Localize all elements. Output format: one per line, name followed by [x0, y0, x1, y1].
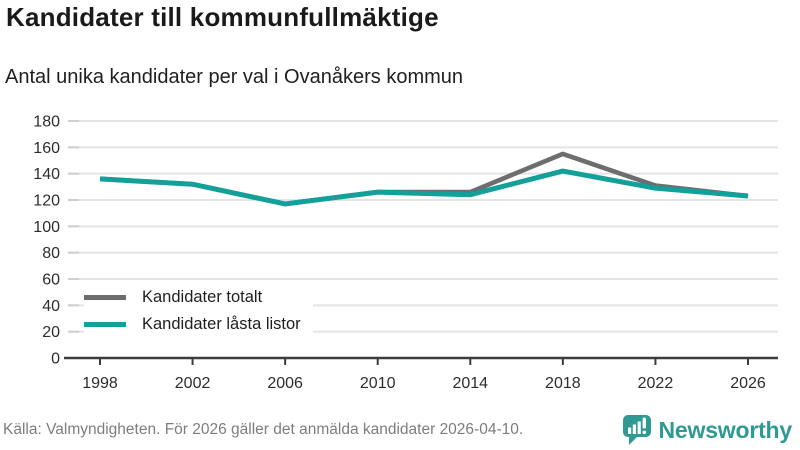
svg-text:2010: 2010 — [360, 375, 396, 392]
footer: Källa: Valmyndigheten. För 2026 gäller d… — [3, 412, 792, 448]
legend-item: Kandidater låsta listor — [84, 314, 313, 335]
svg-text:2006: 2006 — [267, 375, 303, 392]
newsworthy-logo: Newsworthy — [622, 414, 792, 446]
svg-text:180: 180 — [33, 114, 60, 131]
svg-text:2018: 2018 — [545, 375, 581, 392]
source-note: Källa: Valmyndigheten. För 2026 gäller d… — [3, 421, 524, 438]
legend-swatch — [84, 295, 126, 300]
svg-text:140: 140 — [33, 166, 60, 183]
line-chart: 0 20 40 60 80 100 120 140 160 180 1998 2002 2006 2010… — [0, 105, 800, 405]
svg-text:120: 120 — [33, 193, 60, 210]
x-tick-labels: 1998 2002 2006 2010 2014 2018 2022 2026 — [82, 375, 766, 392]
series-line-totalt — [99, 151, 749, 207]
svg-text:0: 0 — [51, 351, 60, 368]
svg-text:2022: 2022 — [638, 375, 674, 392]
svg-text:2026: 2026 — [730, 375, 766, 392]
legend-swatch — [84, 322, 126, 327]
svg-text:60: 60 — [42, 272, 60, 289]
chart-svg: 0 20 40 60 80 100 120 140 160 180 1998 2002 2006 2010… — [33, 114, 778, 392]
legend-item: Kandidater totalt — [84, 287, 313, 308]
svg-text:1998: 1998 — [82, 375, 118, 392]
x-axis — [64, 356, 778, 365]
legend-label: Kandidater totalt — [142, 288, 263, 306]
svg-text:20: 20 — [42, 324, 60, 341]
legend-label: Kandidater låsta listor — [142, 315, 301, 333]
series-lines — [99, 151, 749, 207]
svg-text:80: 80 — [42, 245, 60, 262]
chart-legend: Kandidater totalt Kandidater låsta listor — [84, 287, 313, 335]
svg-text:2002: 2002 — [175, 375, 211, 392]
svg-text:2014: 2014 — [452, 375, 488, 392]
series-line-lasta-listor — [99, 168, 749, 207]
svg-text:100: 100 — [33, 219, 60, 236]
chart-subtitle: Antal unika kandidater per val i Ovanåke… — [5, 66, 464, 88]
chart-title: Kandidater till kommunfullmäktige — [6, 2, 439, 32]
svg-text:160: 160 — [33, 140, 60, 157]
bar-chart-speech-bubble-icon — [622, 415, 651, 445]
svg-text:40: 40 — [42, 298, 60, 315]
brand-name: Newsworthy — [658, 416, 793, 443]
y-tick-labels: 0 20 40 60 80 100 120 140 160 180 — [33, 114, 60, 368]
